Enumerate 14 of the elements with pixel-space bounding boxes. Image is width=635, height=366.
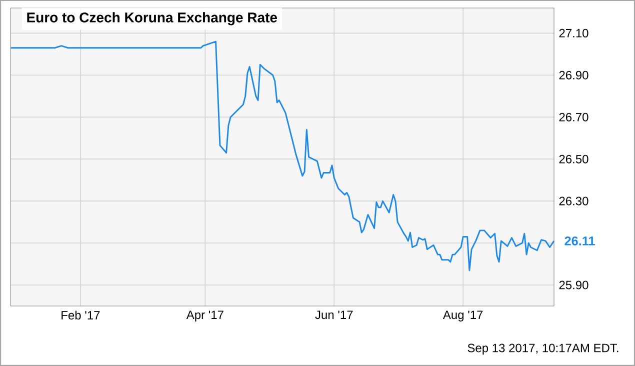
y-tick-label: 26.50 — [559, 154, 588, 164]
y-tick-label: 27.10 — [559, 28, 588, 38]
chart-title: Euro to Czech Koruna Exchange Rate — [27, 12, 278, 26]
x-tick-label: Feb '17 — [62, 310, 100, 320]
x-tick-label: Aug '17 — [442, 310, 483, 322]
text: Sep 13 2017, 10:17AM EDT. — [468, 344, 618, 355]
y-tick-label: 26.90 — [559, 70, 588, 80]
annotation: 26.11 — [564, 236, 595, 246]
x-tick-label: Jun '17 — [315, 310, 353, 320]
line-series — [10, 40, 555, 272]
y-tick-label: 25.90 — [559, 280, 588, 290]
x-tick-label: Apr '17 — [186, 310, 224, 322]
y-tick-label: 26.70 — [559, 112, 588, 122]
y-tick-label: 26.30 — [559, 196, 588, 206]
